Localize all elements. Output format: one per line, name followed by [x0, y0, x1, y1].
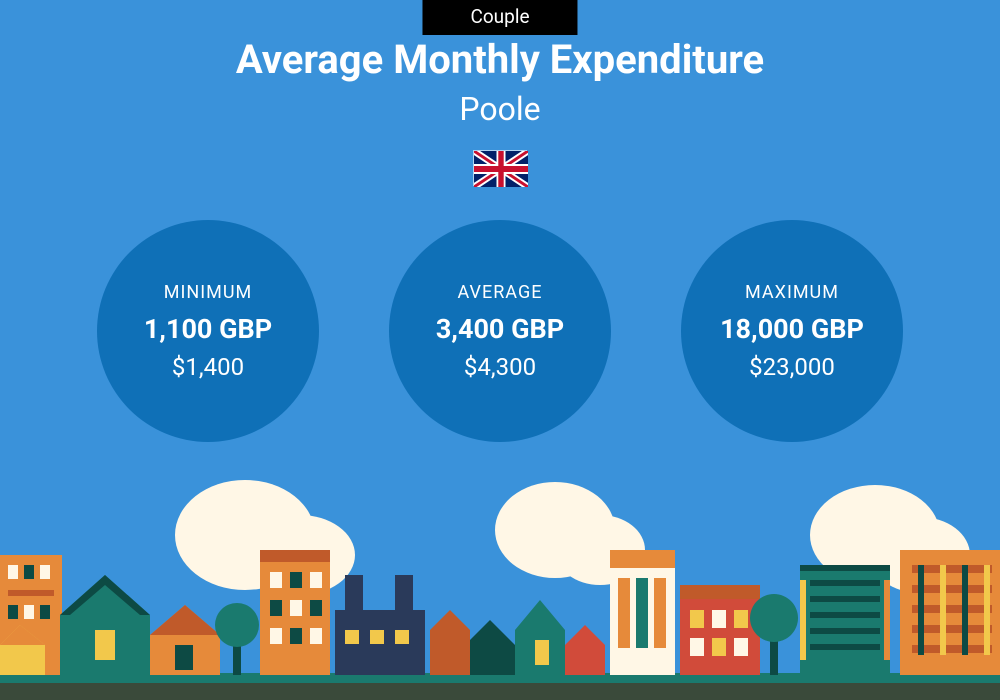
- maximum-label: MAXIMUM: [745, 282, 839, 303]
- maximum-usd: $23,000: [749, 353, 835, 381]
- minimum-value: 1,100 GBP: [144, 313, 272, 345]
- average-usd: $4,300: [464, 353, 536, 381]
- household-type-tab[interactable]: Couple: [422, 0, 577, 35]
- page-title: Average Monthly Expenditure: [0, 36, 1000, 83]
- average-label: AVERAGE: [458, 282, 543, 303]
- expenditure-circles: MINIMUM 1,100 GBP $1,400 AVERAGE 3,400 G…: [0, 220, 1000, 442]
- average-circle: AVERAGE 3,400 GBP $4,300: [389, 220, 611, 442]
- city-name: Poole: [0, 90, 1000, 128]
- maximum-value: 18,000 GBP: [720, 313, 864, 345]
- uk-flag-icon: [473, 150, 527, 186]
- cityscape-illustration: [0, 480, 1000, 700]
- minimum-circle: MINIMUM 1,100 GBP $1,400: [97, 220, 319, 442]
- tab-label: Couple: [470, 5, 529, 28]
- maximum-circle: MAXIMUM 18,000 GBP $23,000: [681, 220, 903, 442]
- average-value: 3,400 GBP: [436, 313, 564, 345]
- minimum-label: MINIMUM: [164, 282, 252, 303]
- minimum-usd: $1,400: [172, 353, 244, 381]
